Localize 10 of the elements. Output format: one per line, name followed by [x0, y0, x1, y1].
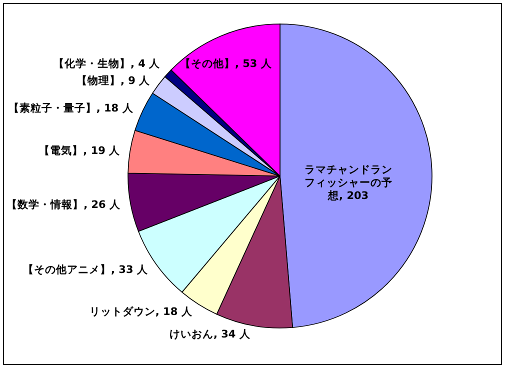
label: ラマチャンドランフィッシャーの予想, 203: [304, 164, 392, 202]
label: 【物理】, 9 人: [76, 74, 150, 87]
label: 【その他】, 53 人: [180, 58, 272, 70]
label: 【化学・生物】, 4 人: [53, 58, 160, 70]
label: けいおん, 34 人: [170, 328, 250, 341]
label: 【電気】, 19 人: [39, 145, 120, 158]
label: 【数学・情報】, 26 人: [6, 199, 120, 212]
label: リットダウン, 18 人: [89, 306, 192, 318]
label: 【素粒子・量子】, 18 人: [8, 102, 134, 115]
label: 【その他アニメ】, 33 人: [23, 264, 148, 276]
